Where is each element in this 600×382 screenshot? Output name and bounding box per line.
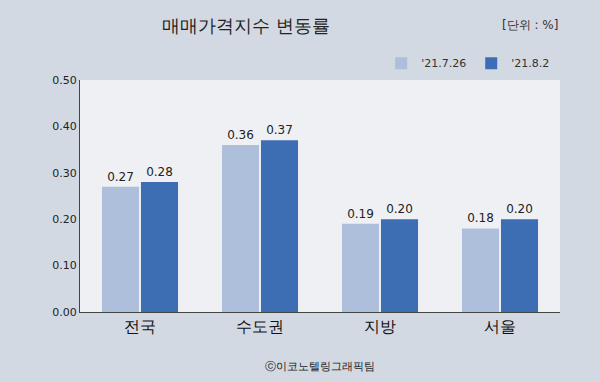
svg-text:0.20: 0.20 [52,213,77,226]
svg-text:0.20: 0.20 [386,202,413,216]
svg-text:전국: 전국 [124,317,156,336]
svg-text:'21.8.2: '21.8.2 [511,57,549,70]
svg-text:0.50: 0.50 [52,74,77,87]
svg-text:서울: 서울 [484,317,516,336]
svg-text:매매가격지수 변동률: 매매가격지수 변동률 [162,15,330,36]
svg-text:0.37: 0.37 [266,123,293,137]
svg-text:지방: 지방 [364,317,396,336]
svg-text:0.40: 0.40 [52,120,77,133]
svg-text:0.30: 0.30 [52,167,77,180]
svg-text:0.18: 0.18 [467,211,494,225]
svg-text:ⓒ이코노텔링그래픽팀: ⓒ이코노텔링그래픽팀 [265,360,375,373]
svg-text:0.36: 0.36 [227,128,254,142]
svg-text:0.27: 0.27 [107,170,134,184]
svg-text:0.10: 0.10 [52,259,77,272]
svg-text:수도권: 수도권 [236,317,284,336]
svg-text:0.20: 0.20 [506,202,533,216]
svg-text:'21.7.26: '21.7.26 [421,57,466,70]
svg-text:0.19: 0.19 [347,207,374,221]
svg-text:0.00: 0.00 [52,306,77,319]
svg-text:0.28: 0.28 [146,165,173,179]
svg-text:[단위 : %]: [단위 : %] [502,18,558,32]
